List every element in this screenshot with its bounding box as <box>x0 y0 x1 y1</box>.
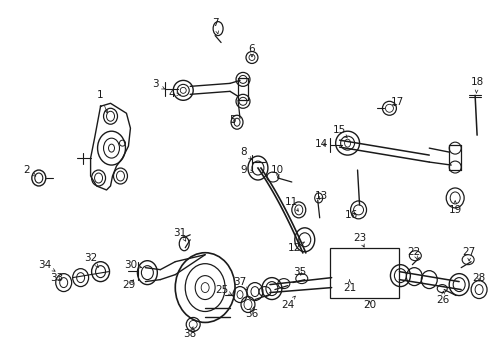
Text: 22: 22 <box>407 247 420 260</box>
Text: 19: 19 <box>447 201 461 215</box>
Text: 14: 14 <box>314 139 327 149</box>
Text: 25: 25 <box>215 284 231 294</box>
Text: 29: 29 <box>122 280 135 289</box>
Text: 3: 3 <box>152 79 164 89</box>
Text: 7: 7 <box>211 18 218 34</box>
Text: 37: 37 <box>233 276 247 290</box>
Text: 6: 6 <box>248 44 255 57</box>
Text: 24: 24 <box>281 296 295 310</box>
Text: 4: 4 <box>167 89 180 99</box>
Text: 32: 32 <box>84 253 99 267</box>
Text: 33: 33 <box>50 273 63 283</box>
Text: 15: 15 <box>332 125 346 138</box>
Text: 35: 35 <box>293 267 306 276</box>
Text: 20: 20 <box>362 300 375 310</box>
Text: 10: 10 <box>271 165 284 178</box>
Text: 18: 18 <box>469 77 483 93</box>
Text: 9: 9 <box>240 165 253 175</box>
Text: 31: 31 <box>173 228 186 241</box>
Text: 2: 2 <box>23 165 36 176</box>
Text: 17: 17 <box>390 97 403 107</box>
Text: 23: 23 <box>352 233 366 247</box>
Bar <box>329 248 399 298</box>
Text: 12: 12 <box>287 242 304 253</box>
Text: 34: 34 <box>38 260 55 271</box>
Text: 1: 1 <box>97 90 107 113</box>
Text: 26: 26 <box>436 291 449 305</box>
Text: 30: 30 <box>123 260 142 270</box>
Text: 16: 16 <box>344 210 358 220</box>
Text: 21: 21 <box>342 280 355 293</box>
Text: 27: 27 <box>462 247 475 261</box>
Text: 8: 8 <box>240 147 251 159</box>
Text: 5: 5 <box>228 115 235 125</box>
Text: 28: 28 <box>471 273 485 283</box>
Text: 11: 11 <box>285 197 298 211</box>
Text: 13: 13 <box>314 191 327 201</box>
Text: 36: 36 <box>245 307 258 319</box>
Text: 38: 38 <box>183 327 197 339</box>
